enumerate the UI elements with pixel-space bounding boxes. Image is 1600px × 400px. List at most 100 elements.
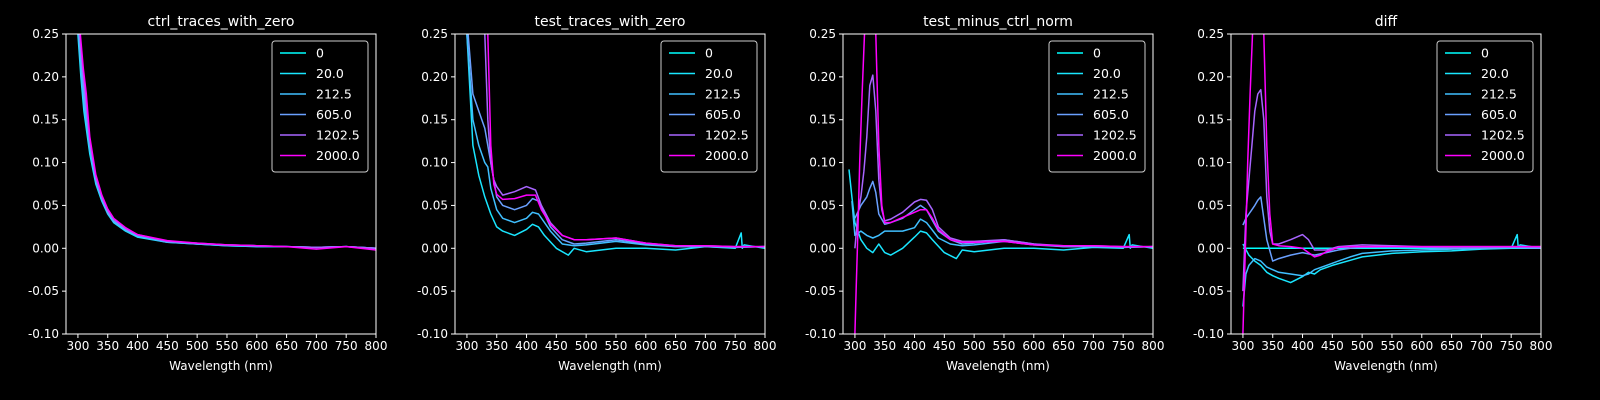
chart-panel-2: 300 350 400 450 500 550 600 650 700 750 800 -0.10 -0… xyxy=(417,14,777,373)
y-tick-label: -0.10 xyxy=(417,327,448,341)
plot-frame xyxy=(454,33,766,335)
x-tick-label: 700 xyxy=(1470,339,1493,353)
y-tick-label: 0.15 xyxy=(32,113,59,127)
x-tick-label: 300 xyxy=(1231,339,1254,353)
series-line-2000-0 xyxy=(854,34,1153,334)
legend-entry-label: 20.0 xyxy=(1481,66,1509,81)
legend-entry-label: 1202.5 xyxy=(705,128,749,143)
legend-entry-label: 605.0 xyxy=(705,107,741,122)
y-tick-label: -0.05 xyxy=(28,284,59,298)
plot-frame xyxy=(1230,33,1542,335)
legend: 0 20.0 212.5 605.0 1202.5 2000.0 xyxy=(1048,40,1146,173)
y-tick-label: 0.10 xyxy=(421,156,448,170)
y-tick-label: 0.20 xyxy=(809,70,836,84)
y-tick-label: -0.10 xyxy=(805,327,836,341)
legend-entry-label: 0 xyxy=(1481,46,1489,61)
series-group xyxy=(77,34,376,251)
y-tick-label: -0.05 xyxy=(1193,284,1224,298)
x-tick-label: 350 xyxy=(485,339,508,353)
legend-entry-label: 605.0 xyxy=(316,107,352,122)
x-tick-label: 600 xyxy=(634,339,657,353)
legend: 0 20.0 212.5 605.0 1202.5 2000.0 xyxy=(271,40,369,173)
x-tick-label: 800 xyxy=(1530,339,1553,353)
x-tick-label: 400 xyxy=(903,339,926,353)
x-tick-label: 650 xyxy=(1052,339,1075,353)
legend: 0 20.0 212.5 605.0 1202.5 2000.0 xyxy=(660,40,758,173)
chart-title: test_minus_ctrl_norm xyxy=(923,14,1073,30)
y-tick-label: 0.05 xyxy=(809,198,836,212)
x-tick-label: 700 xyxy=(694,339,717,353)
x-tick-label: 650 xyxy=(275,339,298,353)
chart-title: test_traces_with_zero xyxy=(535,14,686,30)
x-tick-label: 500 xyxy=(1351,339,1374,353)
series-line-20-0 xyxy=(848,169,1153,260)
y-tick-label: 0.15 xyxy=(1197,113,1224,127)
legend-entry-label: 212.5 xyxy=(1481,87,1517,102)
x-tick-label: 350 xyxy=(96,339,119,353)
y-tick-label: 0.10 xyxy=(809,156,836,170)
chart-panel-3: 300 350 400 450 500 550 600 650 700 750 800 -0.10 -0… xyxy=(805,14,1165,373)
legend-entry-label: 20.0 xyxy=(1093,66,1121,81)
x-tick-label: 550 xyxy=(993,339,1016,353)
legend-entry-label: 605.0 xyxy=(1093,107,1129,122)
x-tick-label: 450 xyxy=(1321,339,1344,353)
x-tick-label: 750 xyxy=(1112,339,1135,353)
chart-panel-1: 300 350 400 450 500 550 600 650 700 750 800 -0.10 -0… xyxy=(28,14,388,373)
x-tick-label: 500 xyxy=(575,339,598,353)
y-tick-label: 0.25 xyxy=(1197,27,1224,41)
x-tick-label: 500 xyxy=(963,339,986,353)
plot-frame xyxy=(65,33,377,335)
x-tick-label: 450 xyxy=(156,339,179,353)
y-tick-label: 0.05 xyxy=(32,198,59,212)
x-tick-label: 550 xyxy=(1381,339,1404,353)
x-tick-label: 300 xyxy=(66,339,89,353)
legend-entry-label: 0 xyxy=(1093,46,1101,61)
x-tick-label: 400 xyxy=(1291,339,1314,353)
x-axis-label: Wavelength (nm) xyxy=(558,359,662,373)
legend-entry-label: 1202.5 xyxy=(316,128,360,143)
legend-entry-label: 2000.0 xyxy=(1481,148,1525,163)
y-tick-label: 0.10 xyxy=(32,156,59,170)
y-tick-label: 0.20 xyxy=(32,70,59,84)
x-tick-label: 700 xyxy=(305,339,328,353)
x-tick-label: 750 xyxy=(335,339,358,353)
legend-entry-label: 1202.5 xyxy=(1481,128,1525,143)
y-tick-label: 0.05 xyxy=(421,198,448,212)
x-tick-label: 350 xyxy=(873,339,896,353)
x-tick-label: 650 xyxy=(1440,339,1463,353)
x-tick-label: 600 xyxy=(1022,339,1045,353)
x-tick-label: 450 xyxy=(545,339,568,353)
x-axis-label: Wavelength (nm) xyxy=(1334,359,1438,373)
series-line-1202-5 xyxy=(854,74,1153,249)
legend-entry-label: 20.0 xyxy=(705,66,733,81)
plot-frame xyxy=(842,33,1154,335)
series-group xyxy=(848,34,1153,334)
legend-entry-label: 605.0 xyxy=(1481,107,1517,122)
x-axis-label: Wavelength (nm) xyxy=(169,359,273,373)
legend-entry-label: 2000.0 xyxy=(316,148,360,163)
y-tick-label: -0.10 xyxy=(1193,327,1224,341)
x-tick-label: 350 xyxy=(1261,339,1284,353)
y-tick-label: 0.00 xyxy=(421,241,448,255)
y-tick-label: 0.25 xyxy=(809,27,836,41)
y-tick-label: 0.20 xyxy=(1197,70,1224,84)
y-tick-label: 0.25 xyxy=(421,27,448,41)
legend: 0 20.0 212.5 605.0 1202.5 2000.0 xyxy=(1436,40,1534,173)
series-group xyxy=(1242,34,1541,334)
x-tick-label: 800 xyxy=(754,339,777,353)
y-tick-label: -0.05 xyxy=(417,284,448,298)
y-tick-label: 0.15 xyxy=(421,113,448,127)
series-line-212-5 xyxy=(1242,246,1541,307)
x-tick-label: 600 xyxy=(245,339,268,353)
y-tick-label: -0.10 xyxy=(28,327,59,341)
chart-panel-4: 300 350 400 450 500 550 600 650 700 750 800 -0.10 -0… xyxy=(1193,14,1553,373)
x-tick-label: 800 xyxy=(365,339,388,353)
legend-entry-label: 212.5 xyxy=(316,87,352,102)
legend-entry-label: 20.0 xyxy=(316,66,344,81)
legend-entry-label: 1202.5 xyxy=(1093,128,1137,143)
series-line-2000-0 xyxy=(79,34,376,251)
legend-entry-label: 2000.0 xyxy=(1093,148,1137,163)
legend-entry-label: 212.5 xyxy=(705,87,741,102)
x-tick-label: 300 xyxy=(843,339,866,353)
